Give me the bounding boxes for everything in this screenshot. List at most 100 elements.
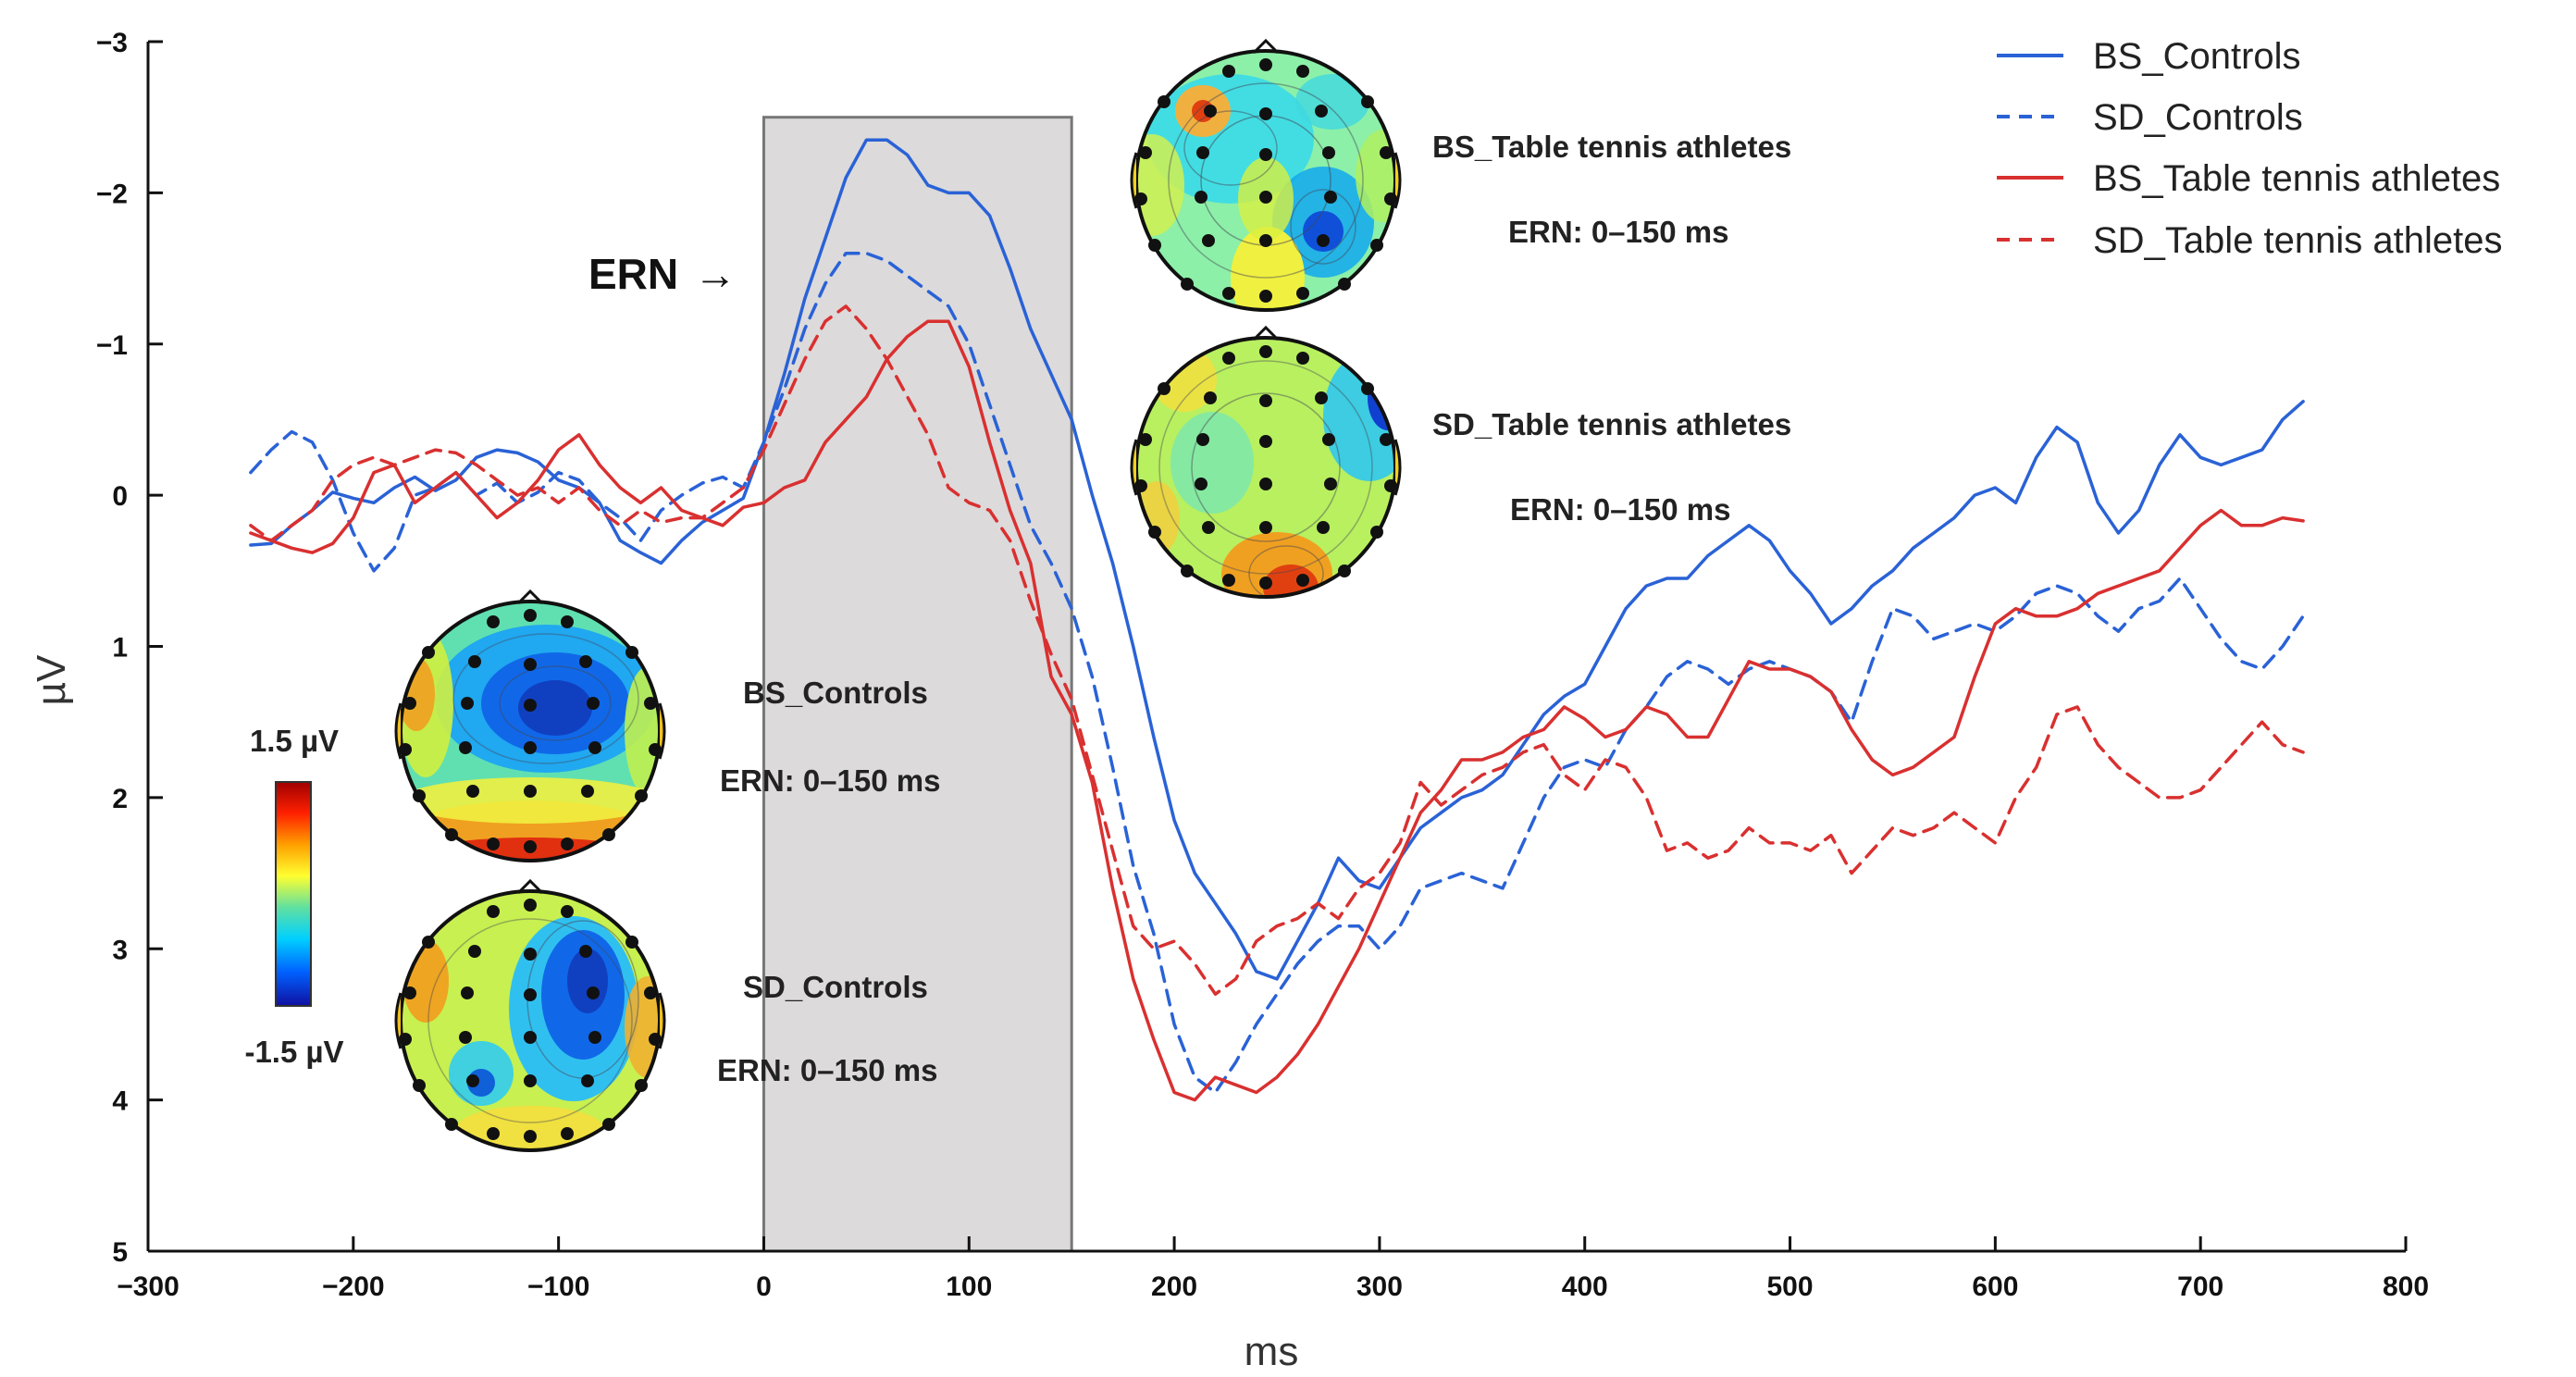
x-axis-ticks: −300 −200 −100 0 100 200 300 400 500 600 700 800 xyxy=(117,1236,2429,1302)
topomap-sd-athletes-window: ERN: 0–150 ms xyxy=(1510,492,1730,527)
electrode-dot xyxy=(1296,287,1309,300)
electrode-dot xyxy=(403,697,416,710)
y-axis-ticks: −3 −2 −1 0 1 2 3 4 5 xyxy=(96,28,163,1268)
electrode-dot xyxy=(399,743,412,756)
topomap-bs-controls-title: BS_Controls xyxy=(743,676,928,710)
electrode-dot xyxy=(1196,433,1209,446)
electrode-dot xyxy=(1259,234,1272,247)
electrode-dot xyxy=(1361,95,1374,108)
y-tick-label: 5 xyxy=(112,1237,128,1268)
y-tick-label: −1 xyxy=(96,330,128,361)
electrode-dot xyxy=(468,655,481,668)
electrode-dot xyxy=(466,785,479,798)
electrode-dot xyxy=(644,986,657,999)
electrode-dot xyxy=(1370,239,1383,252)
y-tick-label: 3 xyxy=(112,935,128,965)
colorbar-gradient xyxy=(275,781,312,1007)
electrode-dot xyxy=(487,837,500,850)
electrode-dot xyxy=(635,1079,648,1092)
ern-annotation: ERN → xyxy=(588,250,737,298)
electrode-dot xyxy=(649,743,662,756)
y-tick-label: −3 xyxy=(96,28,128,58)
y-tick-label: 1 xyxy=(112,633,128,664)
y-axis-label: µV xyxy=(29,654,74,705)
legend-entry-sd-controls: SD_Controls xyxy=(2093,97,2303,138)
y-tick-label: 2 xyxy=(112,784,128,814)
electrode-dot xyxy=(1259,577,1272,589)
electrode-dot xyxy=(524,1130,537,1143)
electrode-dot xyxy=(524,988,537,1001)
topomap-bs-athletes-title: BS_Table tennis athletes xyxy=(1432,130,1791,164)
colorbar-max-label: 1.5 µV xyxy=(250,724,339,758)
electrode-dot xyxy=(413,789,426,802)
electrode-dot xyxy=(1158,382,1170,395)
x-tick-label: 500 xyxy=(1767,1272,1814,1302)
electrode-dot xyxy=(524,1074,537,1087)
x-tick-label: 700 xyxy=(2177,1272,2223,1302)
electrode-dot xyxy=(625,646,638,659)
electrode-dot xyxy=(524,840,537,853)
electrode-dot xyxy=(579,945,592,958)
electrode-dot xyxy=(588,1031,601,1044)
electrode-dot xyxy=(1317,521,1330,534)
series-line-sd-table-tennis-athletes xyxy=(249,304,2305,997)
x-tick-label: 300 xyxy=(1356,1272,1403,1302)
electrode-dot xyxy=(1196,146,1209,159)
electrode-dot xyxy=(1259,58,1272,71)
topomap-sd-athletes-title: SD_Table tennis athletes xyxy=(1432,407,1791,441)
electrode-dot xyxy=(1296,352,1309,365)
electrode-dot xyxy=(1384,192,1397,205)
electrode-dot xyxy=(1202,234,1215,247)
electrode-dot xyxy=(1195,478,1208,490)
electrode-dot xyxy=(1181,564,1194,577)
topomap-bs-athletes: BS_Table tennis athletes ERN: 0–150 ms xyxy=(1130,38,1791,312)
topomap-bs-controls-window: ERN: 0–150 ms xyxy=(720,763,940,798)
electrode-dot xyxy=(1139,433,1152,446)
colorbar-min-label: -1.5 µV xyxy=(244,1035,343,1069)
electrode-dot xyxy=(422,936,435,949)
x-tick-label: −300 xyxy=(117,1272,180,1302)
electrode-dot xyxy=(1222,65,1235,78)
y-tick-label: 0 xyxy=(112,481,128,512)
electrode-dot xyxy=(1222,352,1235,365)
x-tick-label: 0 xyxy=(756,1272,772,1302)
electrode-dot xyxy=(581,785,594,798)
electrode-dot xyxy=(579,655,592,668)
legend-entry-bs-athletes: BS_Table tennis athletes xyxy=(2093,158,2500,199)
topomap-bs-athletes-window: ERN: 0–150 ms xyxy=(1508,215,1728,249)
electrode-dot xyxy=(1322,146,1335,159)
electrode-dot xyxy=(1384,479,1397,492)
electrode-dot xyxy=(1204,105,1217,118)
electrode-dot xyxy=(1195,191,1208,204)
y-tick-label: 4 xyxy=(112,1086,128,1117)
x-tick-label: 600 xyxy=(1972,1272,2018,1302)
topomap-sd-controls-title: SD_Controls xyxy=(743,970,928,1004)
x-tick-label: 800 xyxy=(2383,1272,2429,1302)
electrode-dot xyxy=(588,741,601,754)
electrode-dot xyxy=(524,948,537,961)
electrode-dot xyxy=(1222,574,1235,587)
electrode-dot xyxy=(1259,521,1272,534)
x-tick-label: 400 xyxy=(1562,1272,1608,1302)
electrode-dot xyxy=(524,699,537,712)
electrode-dot xyxy=(649,1033,662,1046)
electrode-dot xyxy=(1315,391,1328,404)
topomap-sd-athletes-field xyxy=(1136,338,1395,597)
electrode-dot xyxy=(422,646,435,659)
electrode-dot xyxy=(459,1031,472,1044)
electrode-dot xyxy=(445,1118,458,1131)
electrode-dot xyxy=(602,1118,615,1131)
electrode-dot xyxy=(1315,105,1328,118)
electrode-dot xyxy=(468,945,481,958)
electrode-dot xyxy=(1296,574,1309,587)
y-tick-label: −2 xyxy=(96,179,128,209)
electrode-dot xyxy=(1361,382,1374,395)
electrode-dot xyxy=(1259,148,1272,161)
electrode-dot xyxy=(587,986,600,999)
x-tick-label: 100 xyxy=(946,1272,992,1302)
colorbar: 1.5 µV -1.5 µV xyxy=(244,724,343,1069)
electrode-dot xyxy=(524,741,537,754)
electrode-dot xyxy=(1259,435,1272,448)
electrode-dot xyxy=(487,905,500,918)
electrode-dot xyxy=(487,1127,500,1140)
